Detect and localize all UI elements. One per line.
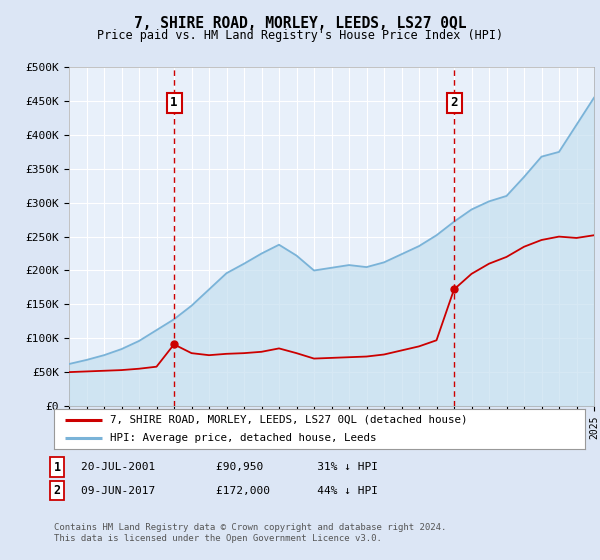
Text: 2: 2 [53, 484, 61, 497]
Text: HPI: Average price, detached house, Leeds: HPI: Average price, detached house, Leed… [110, 433, 376, 443]
Text: 20-JUL-2001         £90,950        31% ↓ HPI: 20-JUL-2001 £90,950 31% ↓ HPI [81, 462, 378, 472]
Text: 7, SHIRE ROAD, MORLEY, LEEDS, LS27 0QL: 7, SHIRE ROAD, MORLEY, LEEDS, LS27 0QL [134, 16, 466, 31]
Text: 09-JUN-2017         £172,000       44% ↓ HPI: 09-JUN-2017 £172,000 44% ↓ HPI [81, 486, 378, 496]
Text: Price paid vs. HM Land Registry's House Price Index (HPI): Price paid vs. HM Land Registry's House … [97, 29, 503, 42]
Text: 7, SHIRE ROAD, MORLEY, LEEDS, LS27 0QL (detached house): 7, SHIRE ROAD, MORLEY, LEEDS, LS27 0QL (… [110, 415, 467, 424]
Text: 2: 2 [450, 96, 458, 109]
Text: Contains HM Land Registry data © Crown copyright and database right 2024.
This d: Contains HM Land Registry data © Crown c… [54, 524, 446, 543]
Text: 1: 1 [53, 460, 61, 474]
Text: 1: 1 [170, 96, 178, 109]
